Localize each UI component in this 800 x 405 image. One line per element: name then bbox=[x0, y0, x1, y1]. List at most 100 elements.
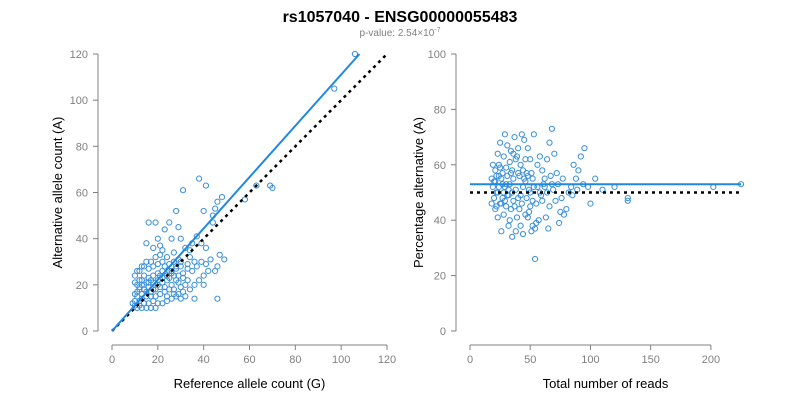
subtitle-prefix: p-value: 2.54×10 bbox=[359, 28, 434, 39]
y-tick-label: 80 bbox=[76, 141, 88, 153]
data-point bbox=[527, 203, 534, 210]
y-tick-label: 120 bbox=[70, 49, 88, 61]
data-point bbox=[212, 267, 219, 275]
data-point bbox=[129, 300, 136, 307]
data-point bbox=[546, 139, 553, 146]
data-point bbox=[173, 263, 180, 270]
y-tick-label: 100 bbox=[70, 95, 88, 107]
data-point bbox=[524, 214, 531, 221]
data-point bbox=[143, 288, 150, 295]
data-point bbox=[143, 304, 150, 312]
data-point bbox=[497, 139, 504, 146]
y-tick-label: 60 bbox=[434, 160, 446, 172]
data-point bbox=[218, 194, 226, 201]
data-point bbox=[163, 272, 171, 279]
data-point bbox=[507, 206, 515, 213]
y-tick-label: 80 bbox=[434, 104, 446, 116]
data-point bbox=[134, 267, 141, 275]
data-point bbox=[186, 254, 194, 261]
data-point bbox=[525, 186, 533, 193]
data-point bbox=[553, 170, 560, 177]
data-point bbox=[191, 295, 198, 302]
data-point bbox=[519, 167, 527, 174]
data-point bbox=[517, 161, 524, 168]
chart-subtitle: p-value: 2.54×10-7 bbox=[359, 27, 440, 39]
data-point bbox=[200, 281, 207, 288]
data-point bbox=[548, 125, 556, 132]
data-point bbox=[575, 167, 582, 174]
data-point bbox=[515, 145, 522, 152]
y-tick-label: 0 bbox=[440, 326, 446, 338]
data-point bbox=[518, 200, 525, 207]
data-point bbox=[510, 150, 517, 157]
data-point bbox=[510, 197, 517, 204]
y-axis-title: Alternative allele count (A) bbox=[50, 117, 65, 269]
data-point bbox=[138, 263, 145, 270]
data-point bbox=[522, 156, 529, 163]
data-point bbox=[145, 219, 152, 226]
data-point bbox=[184, 260, 191, 268]
x-tick-label: 0 bbox=[109, 354, 115, 366]
data-point bbox=[495, 172, 503, 179]
data-point bbox=[550, 186, 557, 193]
data-point bbox=[241, 196, 249, 203]
data-point bbox=[500, 153, 507, 160]
y-tick-label: 40 bbox=[76, 234, 88, 246]
data-point bbox=[499, 170, 506, 177]
data-point bbox=[173, 207, 180, 215]
data-point bbox=[556, 219, 563, 227]
reference-line bbox=[111, 53, 388, 332]
data-point bbox=[498, 200, 505, 207]
y-tick-label: 100 bbox=[428, 49, 446, 61]
data-point bbox=[161, 263, 168, 270]
data-point bbox=[547, 172, 554, 179]
chart-title: rs1057040 - ENSG00000055483 bbox=[283, 9, 518, 26]
data-point bbox=[493, 203, 500, 210]
data-point bbox=[587, 200, 594, 207]
data-point bbox=[212, 205, 219, 212]
data-point bbox=[512, 156, 519, 163]
data-point bbox=[545, 225, 552, 232]
data-point bbox=[624, 194, 631, 202]
data-point bbox=[207, 256, 214, 263]
data-point bbox=[490, 194, 498, 202]
data-point bbox=[539, 167, 546, 174]
data-point bbox=[505, 222, 512, 229]
data-point bbox=[157, 251, 164, 258]
data-point bbox=[494, 214, 501, 221]
data-point bbox=[500, 211, 507, 218]
data-point bbox=[510, 175, 517, 182]
data-point bbox=[492, 167, 499, 174]
data-point bbox=[200, 207, 207, 215]
data-point bbox=[269, 184, 276, 191]
data-point bbox=[170, 286, 177, 293]
data-point bbox=[193, 263, 200, 270]
data-point bbox=[184, 265, 191, 272]
data-point bbox=[524, 172, 531, 179]
data-point bbox=[558, 194, 565, 202]
data-point bbox=[177, 235, 184, 242]
data-point bbox=[179, 187, 187, 194]
data-point bbox=[507, 170, 515, 177]
data-point bbox=[170, 249, 177, 256]
data-point bbox=[529, 197, 536, 204]
data-point bbox=[202, 260, 210, 268]
data-point bbox=[529, 175, 536, 182]
data-point bbox=[489, 161, 496, 168]
data-point bbox=[536, 153, 543, 160]
data-point bbox=[193, 233, 200, 240]
data-point bbox=[253, 182, 260, 189]
data-point bbox=[516, 206, 523, 213]
x-tick-label: 20 bbox=[152, 354, 164, 366]
x-tick-label: 50 bbox=[524, 354, 536, 366]
data-point bbox=[154, 235, 161, 242]
data-point bbox=[147, 304, 155, 312]
data-point bbox=[551, 150, 558, 157]
fit-line bbox=[111, 53, 361, 332]
data-point bbox=[221, 256, 228, 263]
data-point bbox=[179, 270, 187, 277]
x-tick-label: 200 bbox=[702, 354, 720, 366]
data-point bbox=[498, 228, 505, 235]
